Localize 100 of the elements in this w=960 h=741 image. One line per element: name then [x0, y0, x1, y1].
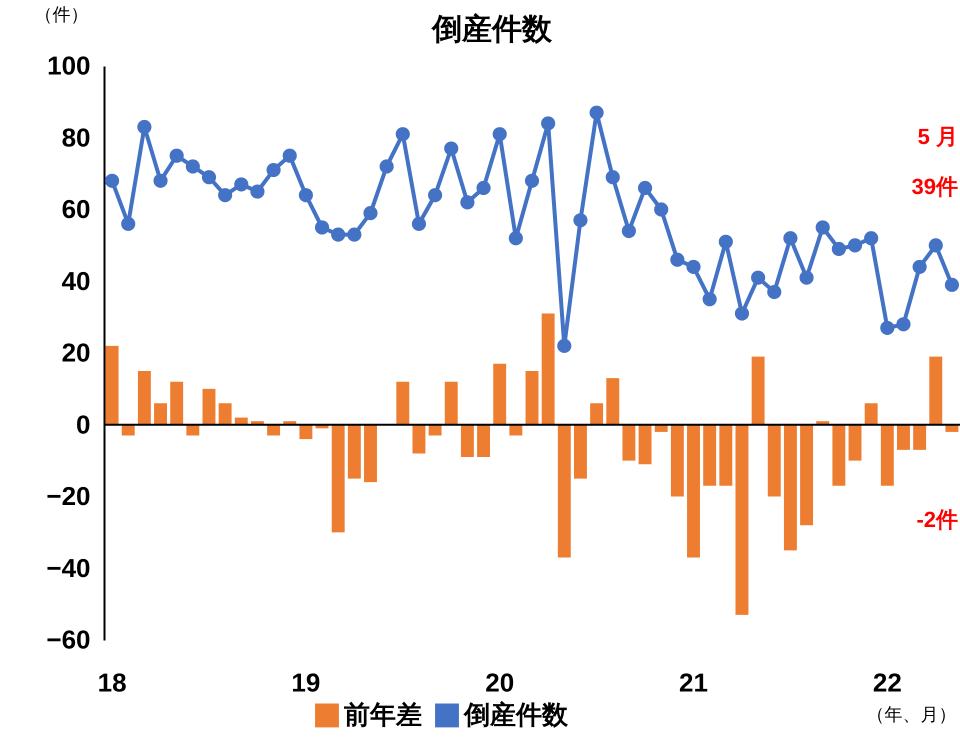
- point: [848, 238, 862, 252]
- y-tick-label: 40: [62, 266, 90, 296]
- bar: [542, 314, 555, 425]
- y-tick-label: 80: [62, 122, 90, 152]
- bar: [622, 424, 636, 461]
- point: [218, 188, 232, 202]
- bar: [800, 424, 814, 526]
- y-tick-label: −60: [46, 624, 90, 654]
- x-axis-title: （年、月）: [866, 704, 956, 724]
- point: [121, 216, 136, 231]
- y-tick-label: −40: [46, 552, 90, 583]
- legend-label: 倒産件数: [463, 699, 569, 730]
- bar: [752, 356, 765, 425]
- annotation: -2件: [916, 507, 958, 532]
- point: [314, 220, 330, 234]
- point: [928, 238, 943, 252]
- bar: [832, 424, 846, 486]
- bar: [670, 424, 684, 496]
- y-axis-title: （件）: [34, 4, 88, 24]
- point: [541, 116, 556, 130]
- point: [734, 306, 750, 321]
- y-tick-label: −20: [46, 481, 90, 511]
- bar: [687, 424, 700, 558]
- bar: [477, 424, 490, 458]
- bar: [703, 424, 716, 486]
- point: [250, 184, 265, 199]
- bar: [590, 403, 604, 425]
- point: [444, 141, 458, 156]
- x-tick-label: 19: [291, 668, 320, 698]
- point: [363, 206, 378, 220]
- point: [557, 338, 572, 353]
- point: [751, 270, 766, 285]
- bar: [154, 403, 167, 425]
- bar: [364, 424, 377, 482]
- point: [428, 188, 442, 202]
- bar: [218, 403, 232, 425]
- point: [396, 127, 410, 142]
- bar: [412, 424, 426, 454]
- y-tick-label: 20: [62, 338, 90, 368]
- bar: [897, 424, 910, 450]
- point: [492, 127, 507, 142]
- point: [331, 228, 346, 242]
- annotation: 39件: [912, 174, 958, 199]
- point: [298, 188, 313, 202]
- point: [202, 170, 216, 184]
- point: [638, 180, 652, 196]
- point: [670, 252, 684, 267]
- point: [476, 180, 491, 196]
- point: [718, 234, 733, 249]
- bar: [638, 424, 652, 464]
- bar: [170, 382, 184, 425]
- legend-label: 前年差: [343, 699, 422, 730]
- point: [816, 220, 830, 234]
- point: [606, 170, 620, 184]
- point: [832, 242, 846, 256]
- point: [896, 317, 911, 332]
- bar: [493, 364, 506, 425]
- x-tick-label: 22: [872, 668, 902, 698]
- point: [153, 174, 168, 188]
- point: [864, 231, 878, 246]
- point: [170, 148, 184, 163]
- bar: [736, 424, 748, 615]
- point: [654, 202, 668, 217]
- point: [622, 224, 636, 238]
- bar: [574, 424, 587, 479]
- point: [686, 260, 701, 274]
- bar: [444, 382, 458, 425]
- point: [524, 174, 540, 188]
- bar: [768, 424, 781, 496]
- point: [460, 195, 474, 210]
- point: [508, 231, 523, 246]
- bar: [138, 370, 151, 425]
- y-tick-label: 100: [47, 50, 90, 80]
- point: [590, 106, 604, 120]
- bar: [848, 424, 862, 461]
- point: [767, 284, 782, 300]
- bar: [348, 424, 361, 479]
- point: [282, 148, 297, 163]
- bar: [880, 424, 894, 486]
- point: [234, 177, 248, 192]
- x-tick-label: 18: [98, 668, 127, 698]
- point: [702, 292, 717, 306]
- y-tick-label: 0: [76, 409, 90, 440]
- point: [573, 213, 588, 228]
- bar: [202, 388, 216, 425]
- annotation: 5 月: [918, 124, 958, 149]
- y-tick-label: 60: [62, 194, 90, 224]
- bar: [526, 370, 538, 425]
- x-tick-label: 20: [485, 668, 514, 698]
- point: [799, 270, 814, 285]
- point: [783, 231, 798, 246]
- point: [266, 162, 281, 178]
- point: [137, 120, 152, 134]
- point: [880, 320, 894, 335]
- point: [105, 174, 120, 188]
- point: [347, 228, 362, 242]
- bar: [864, 403, 878, 425]
- point: [186, 159, 200, 174]
- bar: [332, 424, 345, 532]
- x-tick-label: 21: [679, 668, 708, 698]
